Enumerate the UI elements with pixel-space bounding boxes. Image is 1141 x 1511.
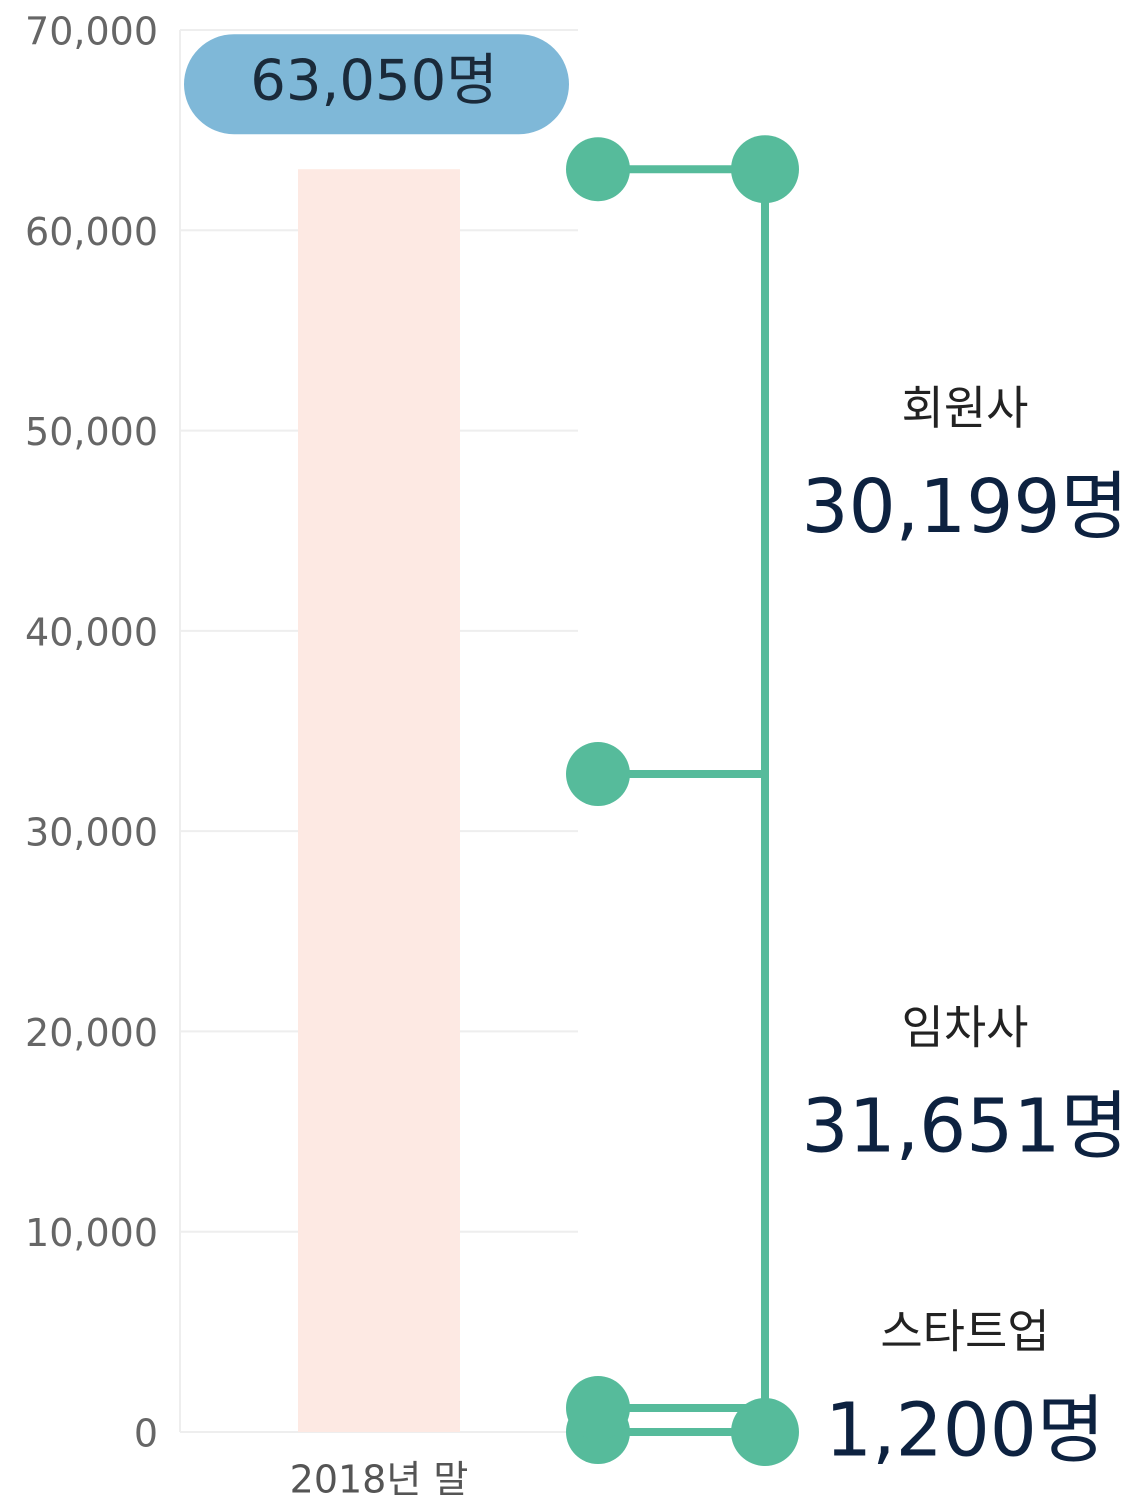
segment-value: 31,651명 xyxy=(801,1084,1128,1170)
value-pill xyxy=(184,34,569,135)
bracket-end-dot xyxy=(731,1398,799,1466)
bracket-dot xyxy=(566,137,630,202)
y-tick-label: 30,000 xyxy=(25,811,158,855)
bracket-dot xyxy=(566,1375,630,1440)
y-tick-label: 60,000 xyxy=(25,210,158,254)
bracket-end-dot xyxy=(731,135,799,204)
segment-name: 임차사 xyxy=(902,1001,1029,1055)
y-tick-label: 70,000 xyxy=(25,10,158,54)
x-tick-label: 2018년 말 xyxy=(290,1458,469,1502)
y-tick-label: 50,000 xyxy=(25,410,158,454)
segment-name: 회원사 xyxy=(902,381,1029,435)
y-tick-label: 40,000 xyxy=(25,610,158,654)
bracket-dot xyxy=(566,742,630,807)
value-label: 63,050명 xyxy=(250,48,497,113)
segment-value: 30,199명 xyxy=(801,464,1128,550)
y-tick-label: 0 xyxy=(134,1412,158,1456)
y-tick-label: 10,000 xyxy=(25,1211,158,1255)
y-tick-label: 20,000 xyxy=(25,1011,158,1055)
segment-name: 스타트업 xyxy=(880,1305,1049,1359)
bar xyxy=(298,169,460,1432)
segment-value: 1,200명 xyxy=(825,1388,1105,1474)
